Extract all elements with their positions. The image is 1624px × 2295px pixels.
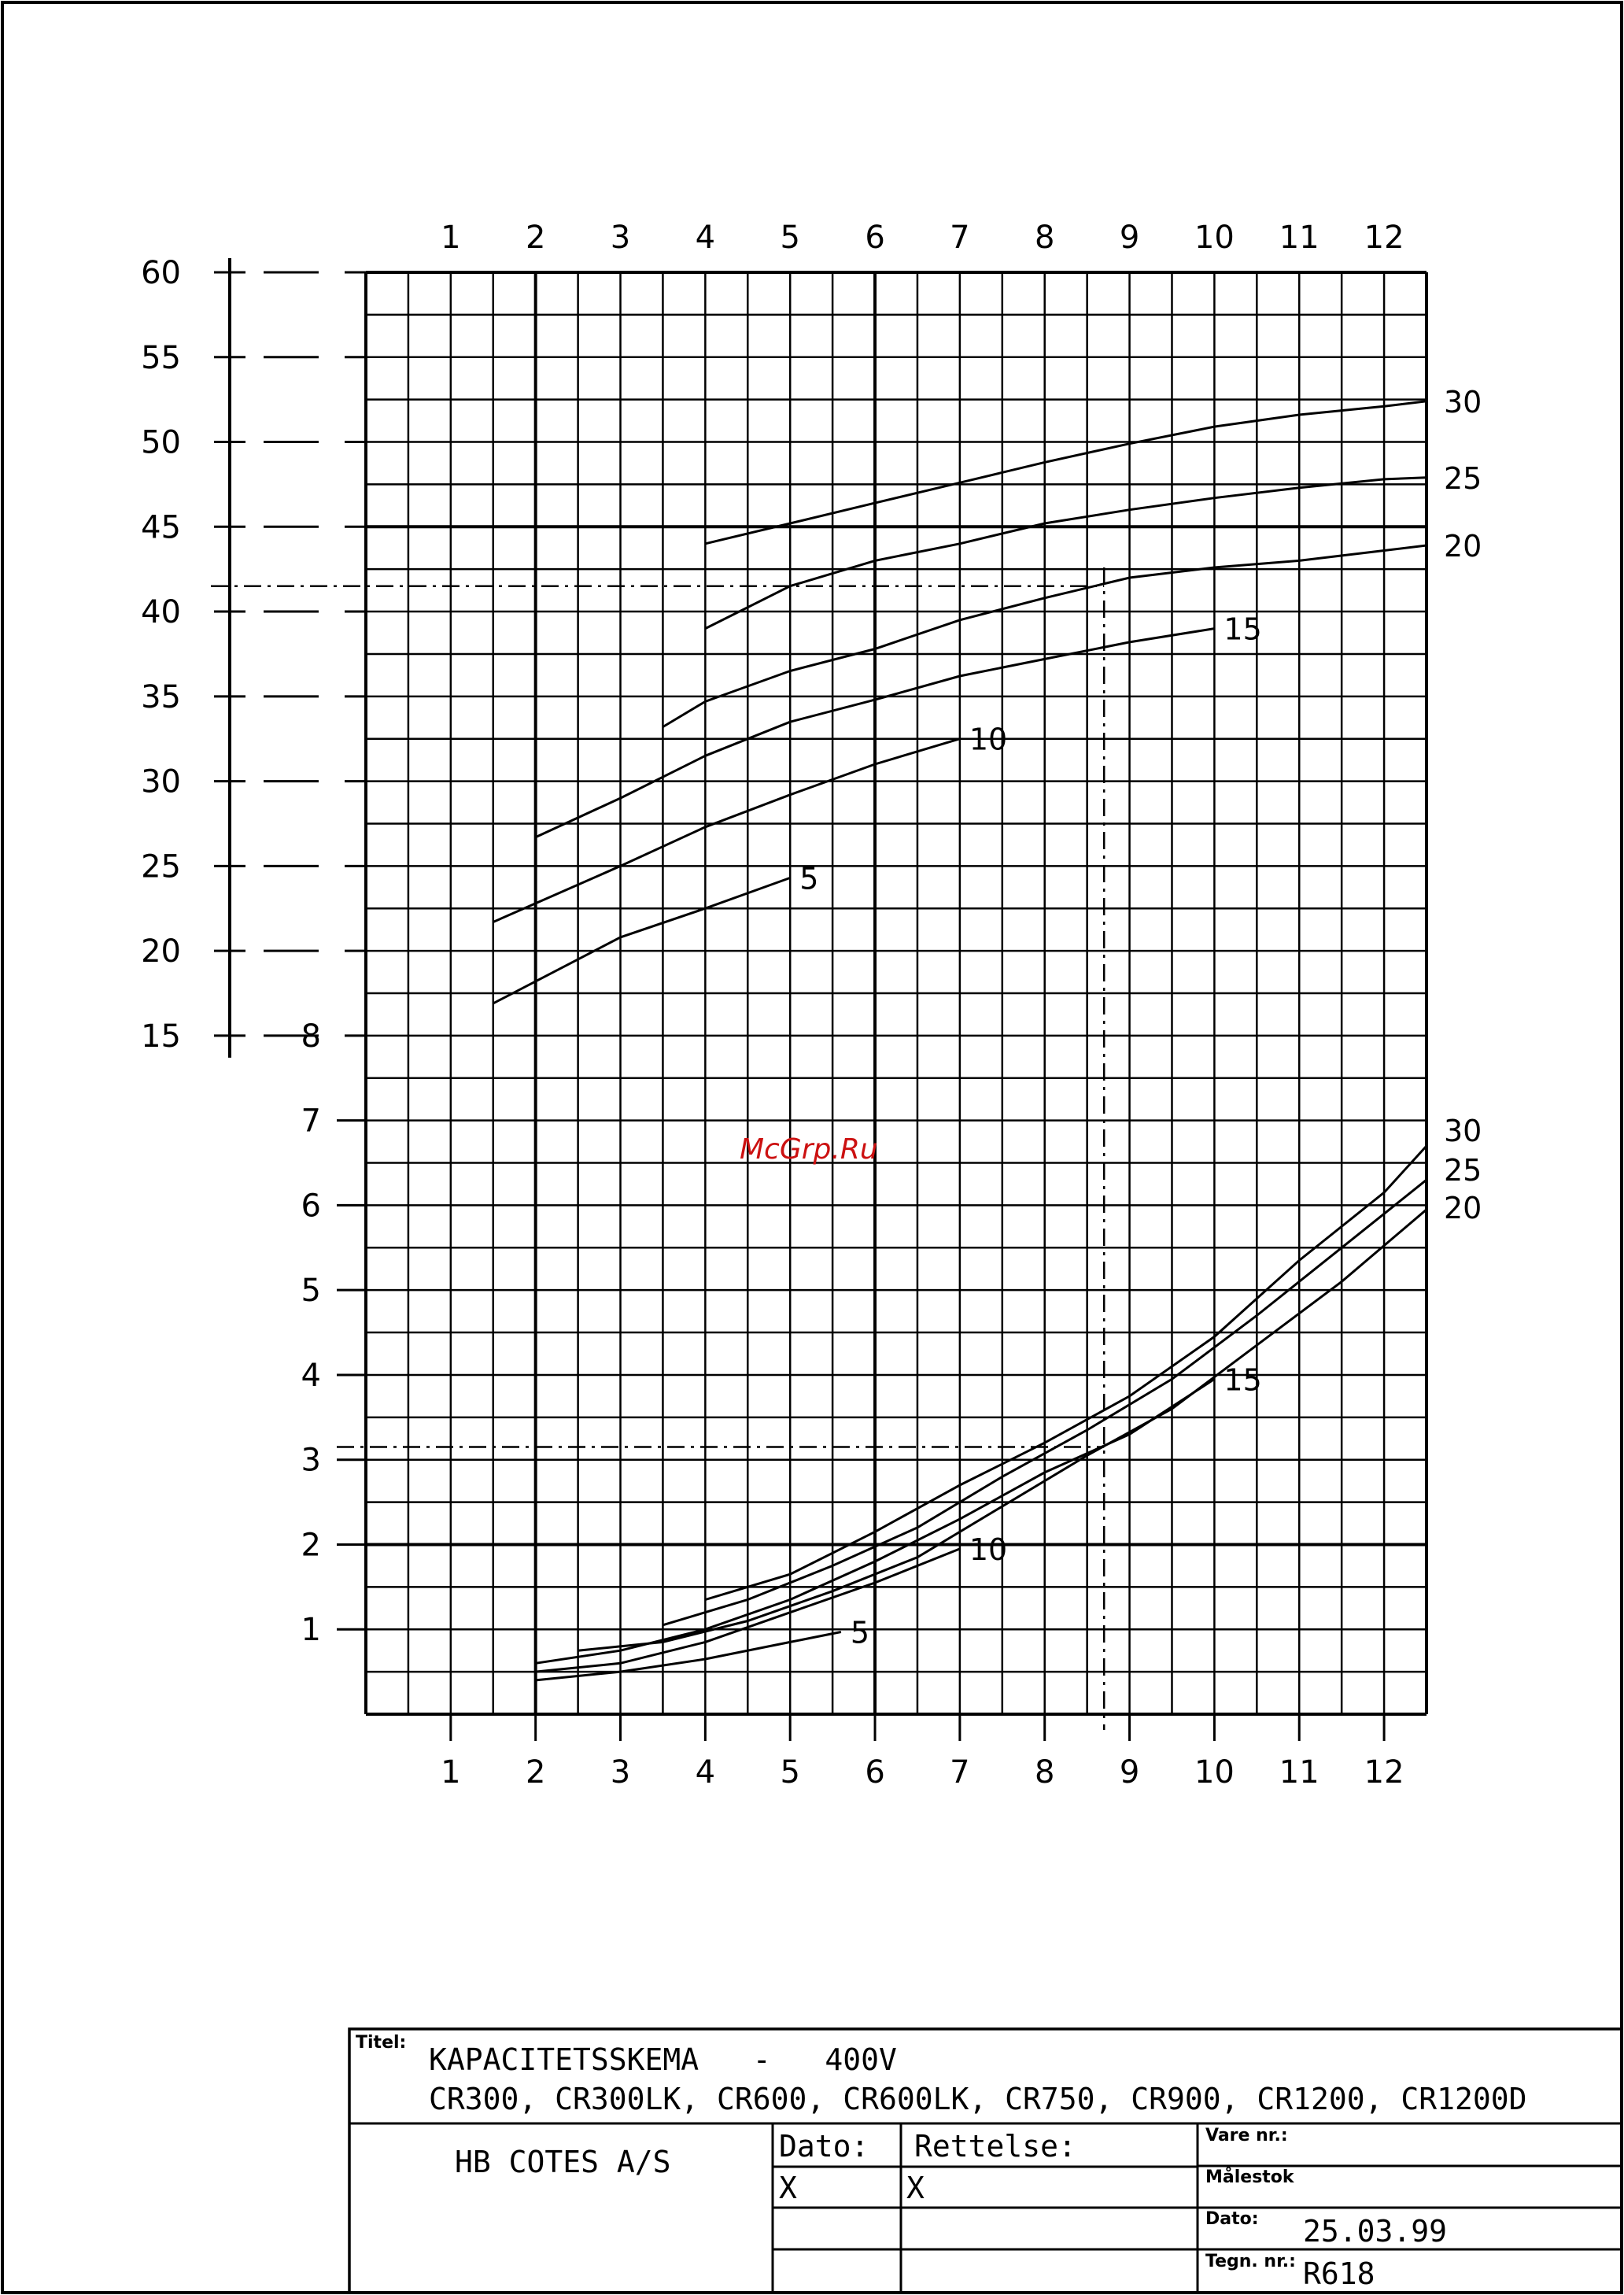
upper-y-tick-label: 40	[141, 594, 181, 630]
rettelse-header: Rettelse:	[914, 2129, 1076, 2164]
reference-lines	[211, 567, 1105, 1730]
drawing-number: R618	[1303, 2256, 1375, 2291]
bottom-x-tick-label: 11	[1279, 1754, 1320, 1791]
top-x-tick-label: 5	[780, 220, 799, 256]
bottom-x-tick-label: 1	[441, 1754, 460, 1791]
top-x-tick-label: 12	[1364, 220, 1404, 256]
dato-small-label: Dato:	[1205, 2209, 1259, 2229]
bottom-x-tick-label: 12	[1364, 1754, 1404, 1791]
upper-y-tick-label: 30	[141, 764, 181, 800]
dato-header: Dato:	[779, 2129, 869, 2164]
watermark: McGrp.Ru	[740, 1133, 878, 1166]
lower-curve-5	[535, 1631, 842, 1682]
upper-y-tick-label: 45	[141, 509, 181, 545]
upper-curve-20	[662, 544, 1427, 728]
lower-y-tick-label: 6	[301, 1188, 321, 1224]
lower-curve-10	[535, 1547, 961, 1673]
top-x-axis-labels: 1 2 3 4 5 6 7 8 9 10 11 12	[441, 220, 1404, 256]
upper-curve-15	[535, 627, 1215, 839]
upper-curve-30	[705, 400, 1427, 545]
drawing-title: KAPACITETSSKEMA - 400V	[429, 2042, 897, 2077]
upper-curve-label-25: 25	[1444, 461, 1482, 496]
upper-y-tick-label: 20	[141, 933, 181, 970]
bottom-x-tick-label: 3	[611, 1754, 630, 1791]
lower-y-tick-label: 3	[301, 1443, 321, 1479]
bottom-x-tick-label: 6	[865, 1754, 884, 1791]
upper-y-tick-label: 55	[141, 340, 181, 376]
upper-y-tick-label: 50	[141, 425, 181, 461]
lower-y-tick-label: 4	[301, 1358, 321, 1394]
bottom-x-tick-label: 9	[1120, 1754, 1139, 1791]
lower-y-axis-labels: 8 7 6 5 4 3 2 1	[301, 1018, 366, 1648]
lower-y-tick-label: 1	[301, 1612, 321, 1648]
top-x-tick-label: 3	[611, 220, 630, 256]
top-x-tick-label: 9	[1120, 220, 1139, 256]
bottom-x-tick-label: 8	[1035, 1754, 1054, 1791]
lower-y-tick-label: 8	[301, 1018, 321, 1055]
upper-y-tick-label: 15	[141, 1018, 181, 1055]
vare-label: Vare nr.:	[1205, 2126, 1288, 2145]
lower-curve-20	[578, 1208, 1427, 1652]
upper-y-tick-label: 60	[141, 255, 181, 291]
lower-y-tick-label: 2	[301, 1527, 321, 1563]
top-x-tick-label: 2	[526, 220, 545, 256]
lower-curve-30	[704, 1144, 1428, 1601]
top-x-tick-label: 1	[441, 220, 460, 256]
bottom-x-tick-label: 7	[950, 1754, 969, 1791]
top-x-tick-label: 10	[1194, 220, 1235, 256]
model-list: CR300, CR300LK, CR600, CR600LK, CR750, C…	[429, 2082, 1527, 2116]
upper-y-tick-label: 25	[141, 848, 181, 885]
upper-panel-curves: 5 10 15 20 25 30	[493, 385, 1482, 1005]
title-block: Titel: KAPACITETSSKEMA - 400V CR300, CR3…	[348, 2027, 1623, 2294]
bottom-x-tick-label: 10	[1194, 1754, 1235, 1791]
upper-curve-label-15: 15	[1224, 612, 1261, 647]
upper-y-axis	[214, 258, 366, 1058]
bottom-x-tick-label: 2	[526, 1754, 545, 1791]
upper-curve-label-30: 30	[1444, 385, 1482, 419]
date-value: 25.03.99	[1303, 2214, 1447, 2249]
lower-curve-label-15: 15	[1224, 1362, 1261, 1397]
lower-curve-label-10: 10	[969, 1532, 1007, 1567]
lower-curve-label-20: 20	[1444, 1191, 1482, 1225]
titel-label: Titel:	[356, 2033, 406, 2053]
malestok-label: Målestok	[1205, 2167, 1295, 2187]
top-x-tick-label: 7	[950, 220, 969, 256]
lower-curve-label-30: 30	[1444, 1114, 1482, 1148]
lower-curve-label-5: 5	[851, 1615, 869, 1650]
top-x-tick-label: 11	[1279, 220, 1320, 256]
upper-curve-10	[493, 737, 961, 923]
dato-value: X	[779, 2171, 797, 2205]
company-name: HB COTES A/S	[455, 2145, 671, 2179]
upper-curve-label-10: 10	[969, 722, 1007, 757]
lower-y-tick-label: 5	[301, 1273, 321, 1309]
upper-curve-label-20: 20	[1444, 529, 1482, 564]
top-x-tick-label: 6	[865, 220, 884, 256]
tegn-label: Tegn. nr.:	[1205, 2252, 1296, 2271]
bottom-x-axis-labels: 1 2 3 4 5 6 7 8 9 10 11 12	[441, 1714, 1404, 1791]
upper-curve-5	[493, 876, 791, 1005]
upper-curve-25	[704, 476, 1427, 630]
rettelse-value: X	[906, 2171, 925, 2205]
top-x-tick-label: 8	[1035, 220, 1054, 256]
chart-grid	[364, 271, 1428, 1716]
lower-y-tick-label: 7	[301, 1103, 321, 1140]
bottom-x-tick-label: 4	[696, 1754, 715, 1791]
top-x-tick-label: 4	[696, 220, 715, 256]
bottom-x-tick-label: 5	[780, 1754, 799, 1791]
lower-curve-25	[662, 1178, 1427, 1627]
lower-curve-label-25: 25	[1444, 1153, 1482, 1188]
upper-y-tick-label: 35	[141, 679, 181, 715]
upper-y-axis-labels: 60 55 50 45 40 35 30 25 20 15	[141, 255, 181, 1055]
upper-curve-label-5: 5	[799, 861, 818, 896]
